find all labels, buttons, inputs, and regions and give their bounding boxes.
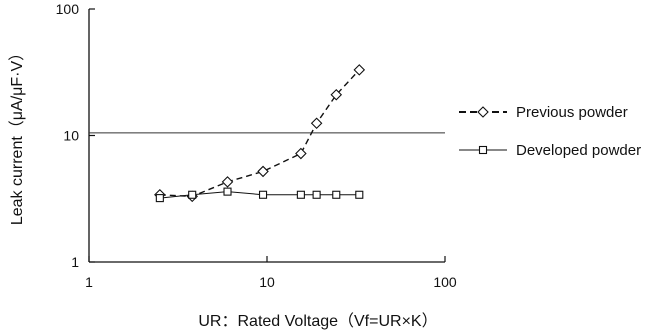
data-point-diamond <box>330 88 343 101</box>
data-point-square <box>188 190 197 199</box>
legend: Previous powder Developed powder <box>459 104 641 159</box>
data-point-diamond <box>295 147 307 160</box>
series-line <box>159 69 360 198</box>
y-tick-label: 10 <box>63 128 79 144</box>
data-point-square <box>332 190 341 199</box>
axes <box>88 9 445 263</box>
legend-marker-square <box>478 145 488 155</box>
data-series <box>154 64 366 203</box>
series-developed-powder <box>155 187 364 203</box>
legend-item: Previous powder <box>459 104 628 121</box>
y-axis-label: Leak current（μA/μF·V） <box>8 45 26 225</box>
data-point-square <box>312 190 321 199</box>
tick-labels: 1 10 100 1 10 100 <box>56 1 457 290</box>
data-point-diamond <box>221 176 234 188</box>
legend-marker-diamond <box>477 106 489 118</box>
x-tick-label: 100 <box>433 274 457 290</box>
data-point-square <box>355 190 364 199</box>
x-axis-label: UR：Rated Voltage（Vf=UR×K） <box>198 312 437 330</box>
y-tick-label: 1 <box>71 254 79 270</box>
data-point-square <box>296 190 305 199</box>
x-tick-label: 10 <box>259 274 275 290</box>
legend-label: Previous powder <box>516 104 628 121</box>
data-point-square <box>155 194 164 203</box>
y-tick-label: 100 <box>56 1 80 17</box>
legend-label: Developed powder <box>516 142 641 159</box>
data-point-diamond <box>353 64 366 76</box>
legend-item: Developed powder <box>459 142 641 159</box>
x-tick-label: 1 <box>85 274 93 290</box>
data-point-square <box>258 190 268 199</box>
data-point-diamond <box>310 117 323 130</box>
data-point-diamond <box>257 165 269 178</box>
data-point-square <box>223 187 232 196</box>
